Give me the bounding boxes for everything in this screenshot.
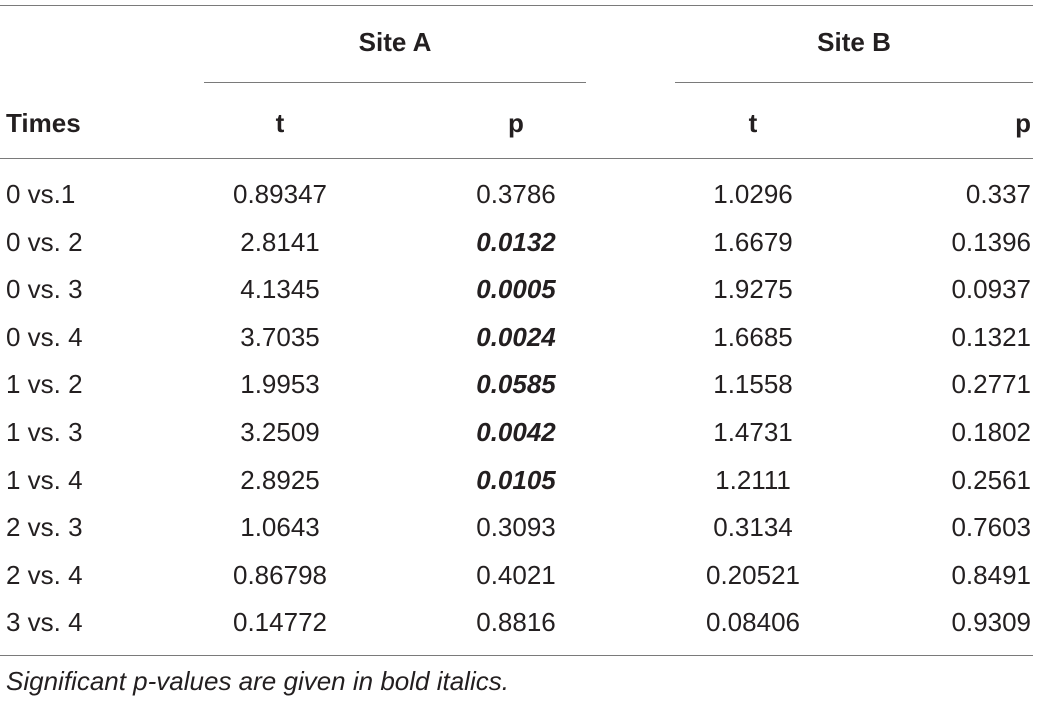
site-b-t-cell: 1.1558 <box>713 369 793 400</box>
times-cell: 1 vs. 3 <box>6 417 83 447</box>
times-cell: 0 vs. 3 <box>6 274 83 305</box>
site-b-p-cell: 0.0937 <box>951 274 1031 305</box>
table-footnote: Significant p-values are given in bold i… <box>6 666 509 696</box>
site-a-p-cell: 0.0585 <box>476 369 556 400</box>
times-cell: 2 vs. 3 <box>6 512 83 543</box>
site-a-p-cell: 0.3093 <box>476 512 556 543</box>
site-b-p-cell: 0.8491 <box>951 559 1031 590</box>
site-a-t-cell: 1.0643 <box>240 512 320 543</box>
site-a-t-cell: 0.14772 <box>233 607 327 638</box>
site-b-t-cell: 1.0296 <box>713 179 793 209</box>
site-a-p-cell: 0.3786 <box>476 179 556 209</box>
times-cell: 0 vs. 2 <box>6 226 83 257</box>
table-top-rule <box>0 5 1033 6</box>
site-a-t-cell: 4.1345 <box>240 274 320 305</box>
times-cell: 0 vs. 4 <box>6 321 83 352</box>
site-b-t-cell: 1.9275 <box>713 274 793 305</box>
site-a-p-cell: 0.0005 <box>476 274 556 305</box>
table-bottom-rule <box>0 655 1033 656</box>
site-b-t-cell: 1.4731 <box>713 417 793 447</box>
site-b-p-column-header: p <box>1015 108 1031 138</box>
site-a-p-cell: 0.0105 <box>476 464 556 495</box>
site-a-p-cell: 0.0132 <box>476 226 556 257</box>
site-b-p-cell: 0.1802 <box>951 417 1031 447</box>
site-b-p-cell: 0.2771 <box>951 369 1031 400</box>
site-a-p-column-header: p <box>508 108 524 138</box>
site-a-span-rule <box>204 82 586 83</box>
site-b-t-column-header: t <box>748 108 758 138</box>
site-a-group-header: Site A <box>358 27 432 57</box>
times-cell: 2 vs. 4 <box>6 559 83 590</box>
times-column-header: Times <box>6 108 81 138</box>
times-cell: 0 vs.1 <box>6 179 76 209</box>
site-a-p-cell: 0.0024 <box>476 321 556 352</box>
site-b-t-cell: 1.6685 <box>713 321 793 352</box>
site-b-p-cell: 0.9309 <box>951 607 1031 638</box>
site-b-p-cell: 0.2561 <box>951 464 1031 495</box>
site-b-p-cell: 0.7603 <box>951 512 1031 543</box>
site-a-t-cell: 3.2509 <box>240 417 320 447</box>
site-a-t-cell: 3.7035 <box>240 321 320 352</box>
times-cell: 3 vs. 4 <box>6 607 83 638</box>
site-b-t-cell: 0.08406 <box>706 607 800 638</box>
times-cell: 1 vs. 2 <box>6 369 83 400</box>
site-a-t-cell: 2.8141 <box>240 226 320 257</box>
site-a-t-column-header: t <box>275 108 285 138</box>
site-b-t-cell: 0.3134 <box>713 512 793 543</box>
times-cell: 1 vs. 4 <box>6 464 83 495</box>
site-b-t-cell: 1.2111 <box>715 464 791 495</box>
site-a-t-cell: 0.89347 <box>233 179 327 209</box>
site-a-p-cell: 0.4021 <box>476 559 556 590</box>
site-a-t-cell: 2.8925 <box>240 464 320 495</box>
site-b-p-cell: 0.1321 <box>951 321 1031 352</box>
site-a-p-cell: 0.0042 <box>476 417 556 447</box>
site-a-p-cell: 0.8816 <box>476 607 556 638</box>
site-b-p-cell: 0.1396 <box>951 226 1031 257</box>
site-b-group-header: Site B <box>817 27 891 57</box>
site-b-t-cell: 1.6679 <box>713 226 793 257</box>
site-b-span-rule <box>675 82 1033 83</box>
site-a-t-cell: 0.86798 <box>233 559 327 590</box>
header-rule <box>0 158 1033 159</box>
site-a-t-cell: 1.9953 <box>240 369 320 400</box>
site-b-t-cell: 0.20521 <box>706 559 800 590</box>
site-b-p-cell: 0.337 <box>965 179 1031 209</box>
